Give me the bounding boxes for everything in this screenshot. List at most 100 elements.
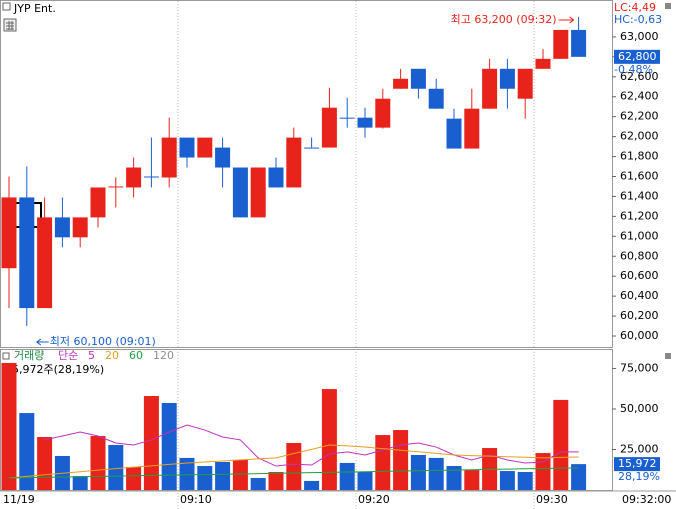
volume-bar <box>410 455 426 490</box>
volume-bar <box>179 457 195 490</box>
legend-entry: 60 <box>129 349 143 362</box>
volume-bar <box>375 435 391 490</box>
y-tick-label: 61,800 <box>620 150 659 163</box>
last-price-box <box>614 49 660 64</box>
candle-body <box>304 147 320 149</box>
ma-line <box>8 444 579 479</box>
y-tick-label: 62,600 <box>620 70 659 83</box>
candle-body <box>250 167 266 218</box>
candle-body <box>428 88 444 109</box>
volume-bar <box>446 466 462 490</box>
y-tick-label: 61,000 <box>620 229 659 242</box>
volume-bar <box>357 472 373 490</box>
price-panel <box>0 0 613 348</box>
table-icon[interactable] <box>3 18 17 32</box>
y-tick-label: 75,000 <box>620 361 659 374</box>
panel-icon[interactable] <box>2 352 10 360</box>
candle-body <box>446 118 462 149</box>
last-price: 62,800 <box>618 50 657 63</box>
y-tick-label: 60,000 <box>620 329 659 342</box>
ma-line <box>44 424 579 467</box>
volume-bar <box>393 430 409 490</box>
y-tick-label: 60,800 <box>620 249 659 262</box>
y-tick-label: 62,200 <box>620 110 659 123</box>
volume-bar <box>517 472 533 490</box>
candle-body <box>339 117 355 119</box>
candle-body <box>37 217 53 309</box>
y-tick-label: 50,000 <box>620 402 659 415</box>
candle-body <box>54 217 70 238</box>
volume-bar <box>19 413 35 490</box>
candle-body <box>553 29 569 59</box>
y-tick-label: 63,000 <box>620 30 659 43</box>
volume-bar <box>72 476 88 490</box>
ma-type: 단순 <box>58 349 78 362</box>
panel-icon[interactable] <box>665 3 671 9</box>
volume-bar <box>215 461 231 490</box>
y-tick-label: 60,600 <box>620 269 659 282</box>
high-arrow <box>558 16 575 24</box>
candle-body <box>268 167 284 188</box>
candle-body <box>72 217 88 238</box>
y-tick-label: 25,000 <box>620 442 659 455</box>
candle-body <box>232 167 248 218</box>
candle-body <box>410 68 426 89</box>
last-volume-box <box>614 457 660 472</box>
volume-bar <box>464 470 480 490</box>
candle-body <box>197 137 213 158</box>
volume-header-value: 15,972주(28,19%) <box>5 363 104 376</box>
low-annotation: 최저 60,100 (09:01) <box>50 335 156 348</box>
volume-bar <box>250 478 266 490</box>
candle-body <box>108 186 124 188</box>
volume-bar <box>321 389 337 490</box>
x-tick-label: 09:30 <box>536 493 568 506</box>
x-tick-label: 09:20 <box>358 493 390 506</box>
volume-bar <box>108 444 124 490</box>
legend-entry: 120 <box>153 349 174 362</box>
x-tick-label: 11/19 <box>3 493 35 506</box>
candle-body <box>286 137 302 188</box>
volume-title: 거래량 <box>14 349 44 362</box>
panel-icon[interactable] <box>665 353 671 359</box>
candle-body <box>571 29 587 57</box>
candle-body <box>1 197 17 269</box>
candle-body <box>464 108 480 149</box>
volume-bar <box>126 466 142 490</box>
candle-body <box>19 197 35 309</box>
volume-ratio: 28,19% <box>618 470 660 483</box>
volume-bar <box>268 472 284 490</box>
candle-body <box>393 78 409 89</box>
cursor-time: 09:32:00 <box>622 493 671 506</box>
candle-body <box>321 107 337 148</box>
stock-title: JYP Ent. <box>13 2 56 15</box>
y-tick-label: 61,200 <box>620 209 659 222</box>
panel-icon[interactable] <box>2 2 11 11</box>
last-volume: 15,972 <box>618 457 657 470</box>
high-annotation: 최고 63,200 (09:32) <box>451 13 557 26</box>
volume-bar <box>553 399 569 490</box>
ma-line <box>8 467 579 479</box>
candle-body <box>499 68 515 89</box>
y-tick-label: 62,000 <box>620 130 659 143</box>
candle-body <box>215 147 231 168</box>
y-tick-label: 60,200 <box>620 309 659 322</box>
volume-bar <box>499 471 515 490</box>
hc-label: HC:-0,63 <box>614 13 662 26</box>
candle-body <box>375 98 391 128</box>
y-tick-label: 60,400 <box>620 289 659 302</box>
candle-body <box>357 117 373 128</box>
legend-entry: 5 <box>88 349 95 362</box>
volume-bar <box>37 437 53 490</box>
candle-body <box>517 68 533 99</box>
volume-bar <box>571 464 587 490</box>
y-tick-label: 62,400 <box>620 90 659 103</box>
volume-bar <box>286 443 302 490</box>
candle-body <box>535 58 551 69</box>
lc-label: LC:4,49 <box>614 1 656 14</box>
candle-body <box>126 167 142 188</box>
change: -0.48% <box>614 63 653 76</box>
legend-entry: 20 <box>105 349 119 362</box>
low-arrow <box>35 338 49 346</box>
